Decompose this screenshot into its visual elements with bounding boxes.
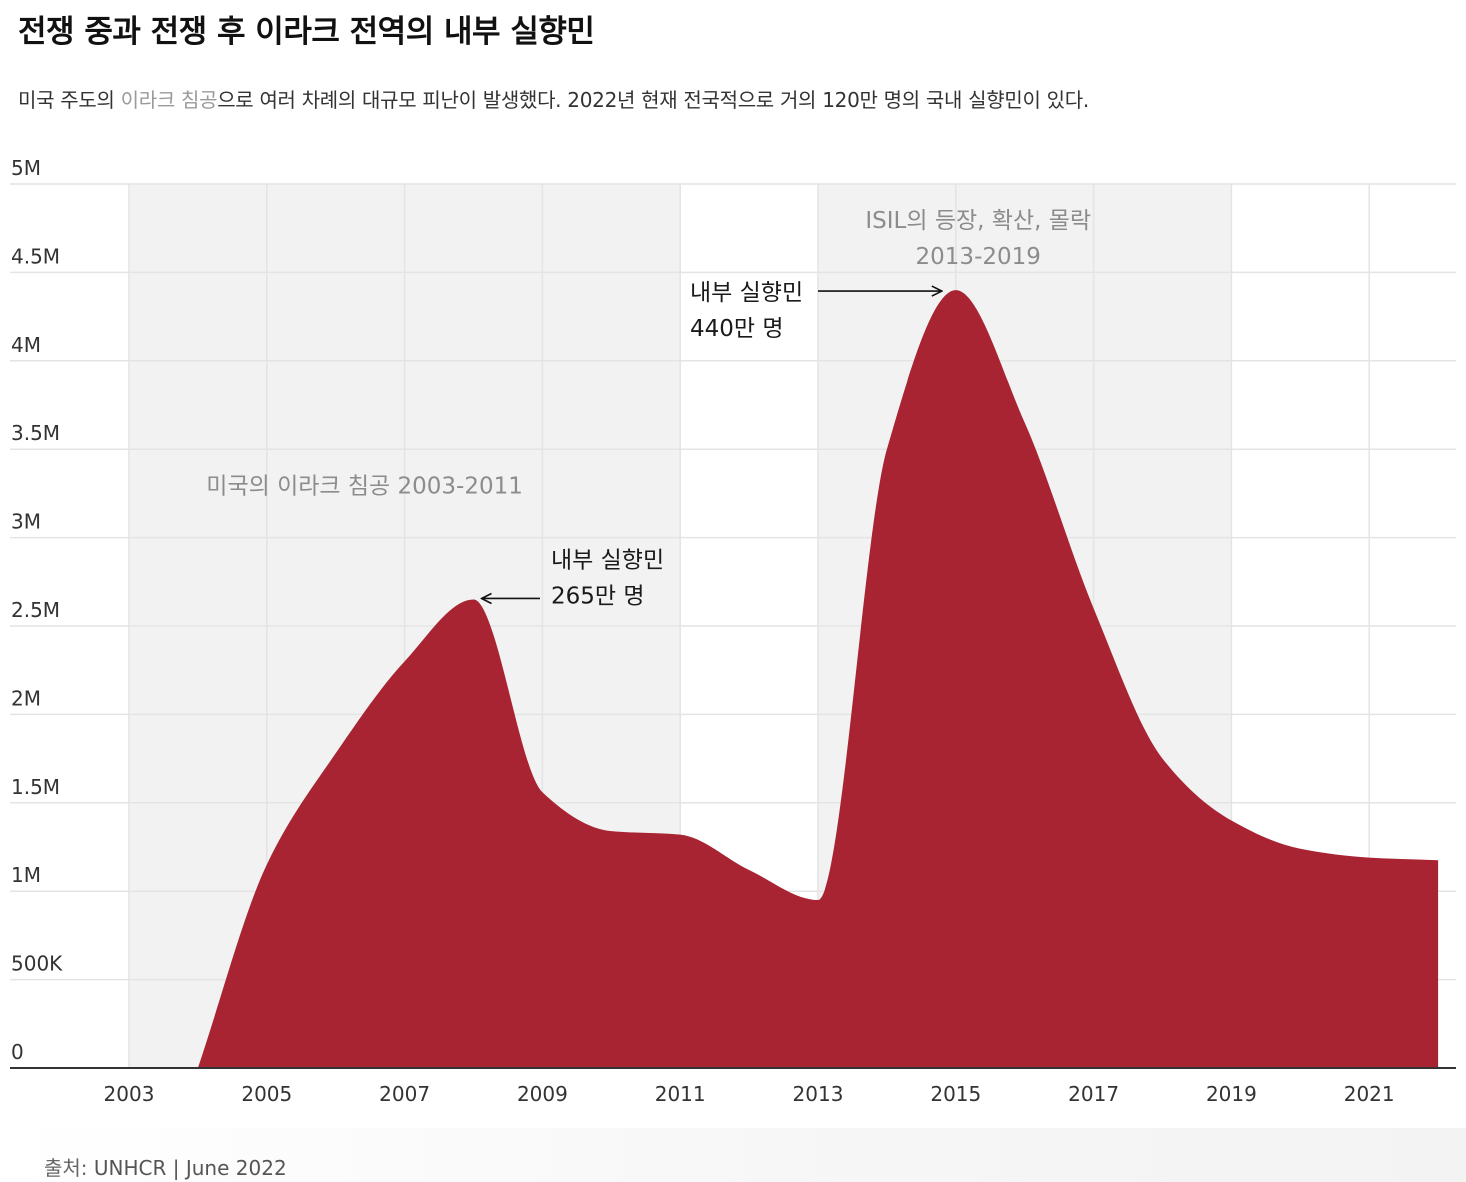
y-tick-label: 500K: [11, 952, 63, 976]
chart-subtitle: 미국 주도의 이라크 침공으로 여러 차례의 대규모 피난이 발생했다. 202…: [18, 84, 1089, 113]
data-point: [815, 897, 821, 903]
data-point: [608, 828, 614, 834]
data-point: [953, 287, 959, 293]
x-tick-label: 2017: [1068, 1082, 1119, 1106]
peak-annotation-line1: 내부 실향민: [690, 280, 803, 306]
data-point: [1091, 605, 1097, 611]
source-value: UNHCR | June 2022: [93, 1156, 287, 1180]
period-label-isil-years: 2013-2019: [916, 244, 1041, 270]
x-tick-label: 2019: [1206, 1082, 1257, 1106]
y-tick-label: 0: [11, 1040, 24, 1064]
data-point: [677, 832, 683, 838]
y-tick-label: 2M: [11, 686, 41, 710]
idp-area: [197, 290, 1439, 1068]
idp-area-chart: 0 500K 1M 1.5M 2M 2.5M 3M 3.5M 4M 4.5M 5M 2003 2005 2…: [10, 156, 1456, 1106]
data-point: [884, 446, 890, 452]
chart-title: 전쟁 중과 전쟁 후 이라크 전역의 내부 실향민: [18, 14, 595, 50]
x-tick-label: 2003: [104, 1082, 155, 1106]
x-tick-label: 2005: [241, 1082, 292, 1106]
y-tick-label: 4.5M: [11, 244, 60, 268]
y-tick-label: 3.5M: [11, 421, 60, 445]
y-tick-label: 1M: [11, 863, 41, 887]
x-tick-label: 2009: [517, 1082, 568, 1106]
peak-annotation-line2: 440만 명: [690, 316, 784, 342]
source-note: 출처: UNHCR | June 2022: [44, 1152, 287, 1181]
data-point: [1228, 817, 1234, 823]
data-point: [1160, 756, 1166, 762]
subtitle-text-after: 으로 여러 차례의 대규모 피난이 발생했다. 2022년 현재 전국적으로 거…: [217, 88, 1089, 112]
period-label-isil: ISIL의 등장, 확산, 몰락: [865, 208, 1091, 234]
x-tick-label: 2021: [1344, 1082, 1395, 1106]
y-tick-label: 1.5M: [11, 775, 60, 799]
peak-annotation-line2: 265만 명: [551, 583, 645, 609]
data-point: [1435, 857, 1441, 863]
data-point: [1297, 846, 1303, 852]
subtitle-text-before: 미국 주도의: [18, 88, 121, 112]
x-tick-label: 2013: [793, 1082, 844, 1106]
x-tick-label: 2011: [655, 1082, 706, 1106]
annotations: 미국의 이라크 침공 2003-2011 ISIL의 등장, 확산, 몰락 2013…: [206, 208, 1091, 609]
y-tick-label: 4M: [11, 333, 41, 357]
axes: 0 500K 1M 1.5M 2M 2.5M 3M 3.5M 4M 4.5M 5M 2003 2005 2…: [10, 156, 1456, 1106]
data-point: [471, 596, 477, 602]
period-label-us-invasion: 미국의 이라크 침공 2003-2011: [206, 474, 523, 500]
data-point: [1366, 855, 1372, 861]
data-point: [402, 658, 408, 664]
data-point: [746, 867, 752, 873]
peak-annotation-line1: 내부 실향민: [551, 547, 664, 573]
source-label: 출처:: [44, 1156, 88, 1180]
area-series: [197, 287, 1441, 1068]
x-tick-label: 2015: [930, 1082, 981, 1106]
data-point: [333, 750, 339, 756]
data-point: [264, 862, 270, 868]
footer-band: [0, 1128, 1466, 1182]
x-tick-label: 2007: [379, 1082, 430, 1106]
y-tick-label: 5M: [11, 156, 41, 180]
subtitle-invasion-link[interactable]: 이라크 침공: [120, 88, 218, 112]
data-point: [1022, 420, 1028, 426]
data-point: [539, 789, 545, 795]
y-tick-label: 2.5M: [11, 598, 60, 622]
y-tick-label: 3M: [11, 510, 41, 534]
